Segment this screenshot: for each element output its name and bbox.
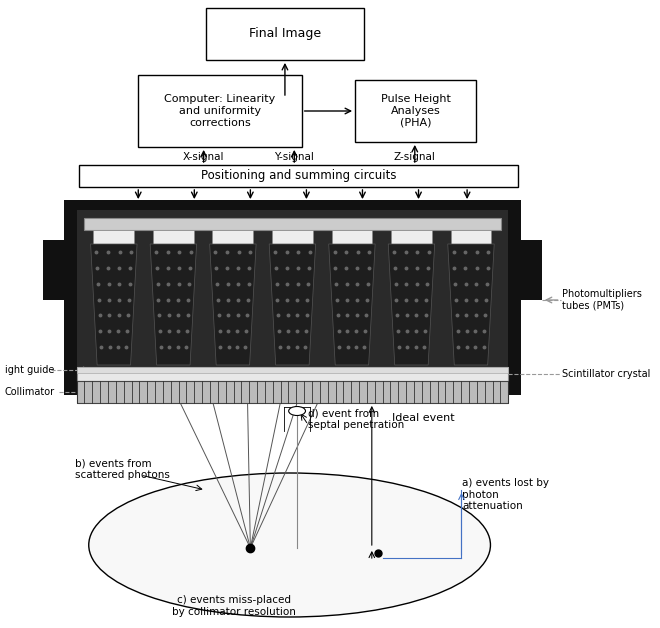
Bar [153,230,194,244]
Text: Collimator: Collimator [5,387,55,397]
Bar [521,240,542,300]
Ellipse shape [88,473,490,617]
Text: Photomultipliers
tubes (PMTs): Photomultipliers tubes (PMTs) [562,290,642,311]
Bar [43,240,63,300]
Bar [79,165,519,187]
Text: a) events lost by
photon
attenuation: a) events lost by photon attenuation [463,478,549,511]
Bar [213,230,253,244]
Polygon shape [447,244,494,365]
Bar [77,381,508,403]
Bar [331,230,372,244]
Text: Final Image: Final Image [249,28,321,40]
Polygon shape [269,244,315,365]
Bar [77,210,508,387]
Bar [451,230,492,244]
Bar [63,200,521,395]
Text: d) event from
septal penetration: d) event from septal penetration [308,408,405,430]
Polygon shape [150,244,197,365]
Text: Ideal event: Ideal event [392,413,455,423]
Bar [94,230,134,244]
Text: Z-signal: Z-signal [394,152,436,162]
Text: Y-signal: Y-signal [275,152,314,162]
Text: Pulse Height
Analyses
(PHA): Pulse Height Analyses (PHA) [381,94,451,127]
Polygon shape [329,244,375,365]
Text: X-signal: X-signal [183,152,224,162]
Bar [138,75,302,147]
Polygon shape [210,244,256,365]
Bar [84,218,501,230]
Polygon shape [388,244,435,365]
Bar [77,367,508,373]
Bar [391,230,432,244]
Bar [205,8,364,60]
Bar [272,230,313,244]
Text: b) events from
scattered photons: b) events from scattered photons [75,458,170,480]
Ellipse shape [288,406,306,416]
Text: ight guide: ight guide [5,365,54,375]
Text: c) events miss-placed
by collimator resolution: c) events miss-placed by collimator reso… [172,595,296,617]
Bar [77,367,508,381]
Text: Positioning and summing circuits: Positioning and summing circuits [201,170,397,183]
Text: Scintillator crystal: Scintillator crystal [562,369,651,379]
Bar [355,80,477,142]
Text: Computer: Linearity
and uniformity
corrections: Computer: Linearity and uniformity corre… [164,94,276,127]
Polygon shape [90,244,137,365]
